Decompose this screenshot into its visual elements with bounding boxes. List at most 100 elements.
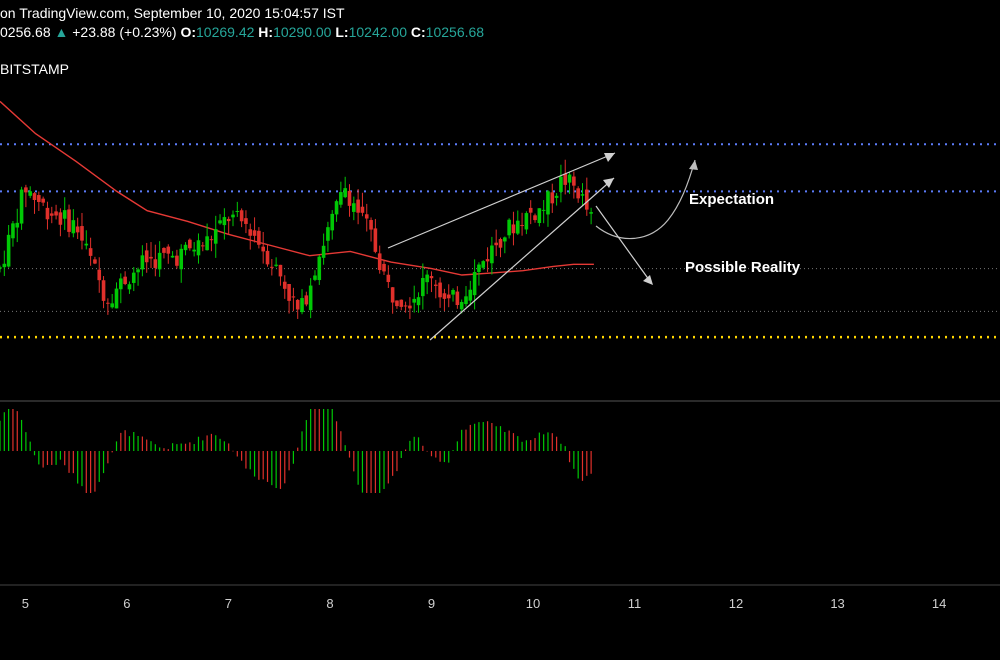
candle-body <box>114 288 119 309</box>
candle-body <box>429 276 434 279</box>
price-change: +23.88 (+0.23%) <box>72 24 177 40</box>
candle-body <box>291 296 296 298</box>
candle-body <box>222 217 227 226</box>
candle-body <box>11 223 15 239</box>
oscillator-bar <box>102 451 105 474</box>
oscillator-bar <box>555 436 558 451</box>
candle-body <box>15 222 20 228</box>
candle-body <box>515 220 520 234</box>
candle-body <box>408 305 412 309</box>
candle-body <box>567 174 572 183</box>
candle-body <box>585 189 589 210</box>
oscillator-bar <box>266 451 269 482</box>
oscillator-bar <box>12 409 14 451</box>
oscillator-bar <box>297 447 299 451</box>
oscillator-bar <box>452 450 454 451</box>
oscillator-bar <box>292 451 295 464</box>
oscillator-bar <box>543 434 545 451</box>
candle-body <box>166 246 171 254</box>
x-tick-label: 7 <box>225 596 232 611</box>
moving-average <box>0 100 594 276</box>
open-label: O: <box>180 24 196 40</box>
close-value: 10256.68 <box>425 24 485 40</box>
oscillator-bar <box>586 451 588 476</box>
candle-body <box>347 190 352 206</box>
candle-body <box>226 218 231 222</box>
candle-body <box>67 209 71 232</box>
header-source-line: on TradingView.com, September 10, 2020 1… <box>0 5 345 21</box>
candle-body <box>136 269 140 273</box>
candle-body <box>377 253 382 271</box>
candle-body <box>278 264 283 277</box>
candle-body <box>110 303 114 308</box>
candle-body <box>459 301 464 310</box>
price-chart[interactable]: 5 6 7 8 9 10 11 12 13 14 <box>0 0 1000 618</box>
oscillator-bar <box>163 448 165 451</box>
oscillator-bar <box>568 451 571 463</box>
oscillator-bar <box>245 451 247 469</box>
candle-body <box>54 211 58 216</box>
candle-body <box>395 300 399 307</box>
oscillator-bar <box>236 451 238 457</box>
wedge-upper-arrowhead <box>604 153 615 162</box>
chart-header: on TradingView.com, September 10, 2020 1… <box>0 0 1000 46</box>
candle-body <box>209 239 214 241</box>
candle-body <box>49 213 54 216</box>
oscillator-bar <box>51 451 53 465</box>
candle-body <box>75 226 80 233</box>
candle-body <box>218 220 222 224</box>
candle-body <box>339 192 343 205</box>
oscillator-bar <box>370 451 372 493</box>
oscillator-bar <box>521 441 523 451</box>
candle-body <box>477 264 481 272</box>
candle-body <box>352 203 356 212</box>
candle-body <box>421 277 425 297</box>
candle-body <box>200 245 205 247</box>
oscillator-bar <box>197 436 200 451</box>
oscillator-bar <box>387 451 389 484</box>
oscillator-bar <box>396 451 398 472</box>
oscillator-bar <box>573 451 575 469</box>
oscillator-bar <box>284 451 286 484</box>
oscillator-bar <box>133 431 135 451</box>
oscillator-bar <box>547 432 549 451</box>
candle-body <box>563 173 568 185</box>
candle-body <box>205 236 209 251</box>
candle-body <box>554 195 559 198</box>
candle-body <box>131 272 136 283</box>
candle-body <box>188 239 192 249</box>
candle-body <box>446 294 451 299</box>
oscillator-bar <box>551 433 553 451</box>
candle-body <box>546 191 550 215</box>
oscillator-bar <box>210 433 213 451</box>
oscillator-bar <box>443 451 446 463</box>
candle-body <box>364 214 369 219</box>
candle-body <box>503 237 507 242</box>
candle-body <box>498 239 503 248</box>
oscillator-bar <box>310 409 312 451</box>
oscillator-bar <box>258 451 260 480</box>
oscillator-bar <box>20 419 23 451</box>
oscillator-bar <box>271 451 273 486</box>
candle-body <box>308 285 313 311</box>
candle-body <box>343 188 347 198</box>
oscillator-bar <box>439 451 441 462</box>
candle-body <box>106 302 110 304</box>
oscillator-bar <box>448 451 450 463</box>
oscillator-bar <box>189 442 191 451</box>
oscillator-bar <box>184 443 187 451</box>
candle-body <box>32 193 37 200</box>
oscillator-bar <box>171 443 174 451</box>
oscillator-bar <box>534 438 536 451</box>
x-tick-label: 13 <box>830 596 844 611</box>
oscillator-bar <box>90 451 92 493</box>
oscillator-bar <box>154 444 156 451</box>
oscillator-bar <box>253 451 256 477</box>
candle-body <box>300 298 304 313</box>
candle-body <box>162 247 166 253</box>
oscillator-bar <box>68 451 70 473</box>
oscillator-bar <box>33 451 36 456</box>
oscillator-bar <box>538 432 540 451</box>
candle-body <box>490 245 494 264</box>
candlesticks <box>0 159 593 319</box>
